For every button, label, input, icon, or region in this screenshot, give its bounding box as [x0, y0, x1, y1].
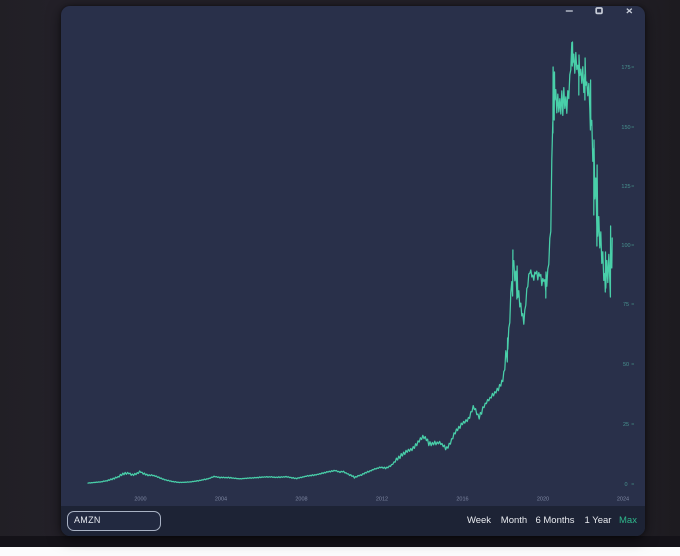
svg-text:75: 75	[623, 302, 629, 308]
svg-text:2024: 2024	[617, 497, 629, 503]
svg-text:100: 100	[621, 243, 630, 249]
svg-text:2020: 2020	[537, 497, 549, 503]
svg-text:2016: 2016	[456, 497, 468, 503]
svg-text:25: 25	[623, 422, 629, 428]
svg-text:175: 175	[621, 65, 630, 71]
svg-text:2000: 2000	[134, 497, 146, 503]
svg-text:50: 50	[623, 362, 629, 368]
svg-text:0: 0	[624, 482, 627, 488]
svg-text:2004: 2004	[215, 497, 227, 503]
svg-text:2008: 2008	[295, 497, 307, 503]
svg-text:125: 125	[621, 184, 630, 190]
svg-text:2012: 2012	[376, 497, 388, 503]
svg-text:150: 150	[621, 125, 630, 131]
